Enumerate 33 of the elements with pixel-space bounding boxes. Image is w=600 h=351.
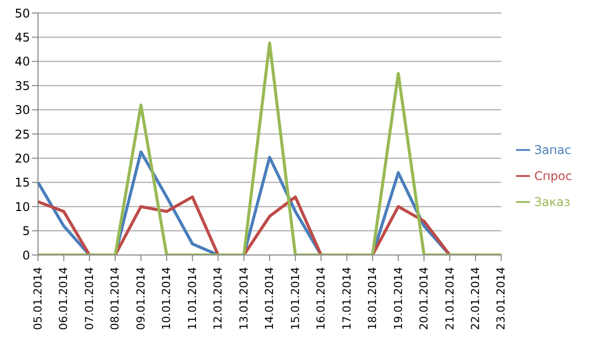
x-tick-label: 08.01.2014 xyxy=(108,267,122,330)
x-tick-label: 16.01.2014 xyxy=(314,267,328,330)
x-tick-label: 19.01.2014 xyxy=(392,267,405,330)
y-tick-label: 5 xyxy=(22,224,30,238)
legend-label: Запас xyxy=(534,142,572,156)
x-tick-label: 17.01.2014 xyxy=(340,267,354,330)
x-tick-label: 11.01.2014 xyxy=(186,267,199,330)
x-tick-label: 09.01.2014 xyxy=(134,267,148,330)
x-tick-label: 05.01.2014 xyxy=(32,267,44,330)
y-tick-label: 20 xyxy=(14,151,30,166)
y-tick-label: 50 xyxy=(14,6,30,20)
y-tick-label: 35 xyxy=(14,78,30,93)
legend-label: Спрос xyxy=(534,168,572,182)
x-tick-label: 13.01.2014 xyxy=(237,267,250,330)
y-tick-label: 30 xyxy=(14,103,30,118)
x-tick-label: 15.01.2014 xyxy=(288,267,302,330)
y-tick-label: 15 xyxy=(14,176,30,190)
x-tick-label: 23.01.2014 xyxy=(494,267,508,330)
x-tick-label: 12.01.2014 xyxy=(212,267,225,330)
y-tick-label: 40 xyxy=(14,54,30,69)
x-tick-label: 18.01.2014 xyxy=(366,267,380,330)
x-tick-label: 20.01.2014 xyxy=(418,267,431,330)
x-tick-label: 07.01.2014 xyxy=(82,267,96,330)
x-tick-label: 10.01.2014 xyxy=(160,267,174,330)
y-tick-label: 0 xyxy=(22,248,30,262)
x-tick-label: 06.01.2014 xyxy=(57,267,70,330)
y-tick-label: 10 xyxy=(14,200,30,214)
y-tick-label: 25 xyxy=(14,127,30,142)
y-tick-label: 45 xyxy=(14,30,30,44)
legend-label: Заказ xyxy=(534,194,570,208)
x-tick-label: 14.01.2014 xyxy=(263,267,276,330)
x-tick-label: 22.01.2014 xyxy=(468,267,482,330)
x-tick-label: 21.01.2014 xyxy=(443,267,456,330)
